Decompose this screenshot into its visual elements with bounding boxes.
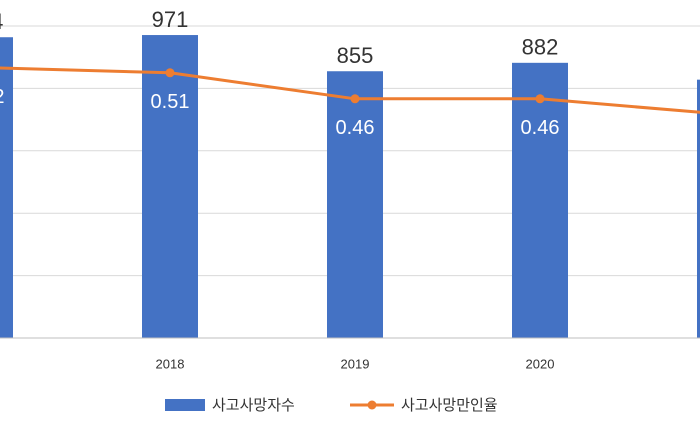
line-value-label: 0.51 [151,91,190,113]
line-point [165,68,175,78]
bar-value-label: 882 [522,35,559,60]
bar-value-label: 964 [0,9,3,34]
x-tick-label: 2020 [526,356,555,371]
legend-label: 사고사망만인율 [401,397,498,414]
line-value-label: 0.52 [0,86,4,108]
legend-swatch [367,400,377,410]
line-point [535,94,545,104]
bar-value-label: 971 [152,7,189,32]
bar [327,71,383,339]
bar [0,37,13,339]
x-tick-label: 2019 [341,356,370,371]
line-value-label: 0.46 [521,117,560,139]
x-tick-label: 2018 [156,356,185,371]
line-value-label: 0.46 [336,117,375,139]
legend-label: 사고사망자수 [212,397,295,414]
bar [697,79,700,338]
line-point [350,94,360,104]
legend-swatch [165,399,205,411]
bar-value-label: 855 [337,43,374,68]
bar [512,62,568,338]
bar [142,35,198,338]
